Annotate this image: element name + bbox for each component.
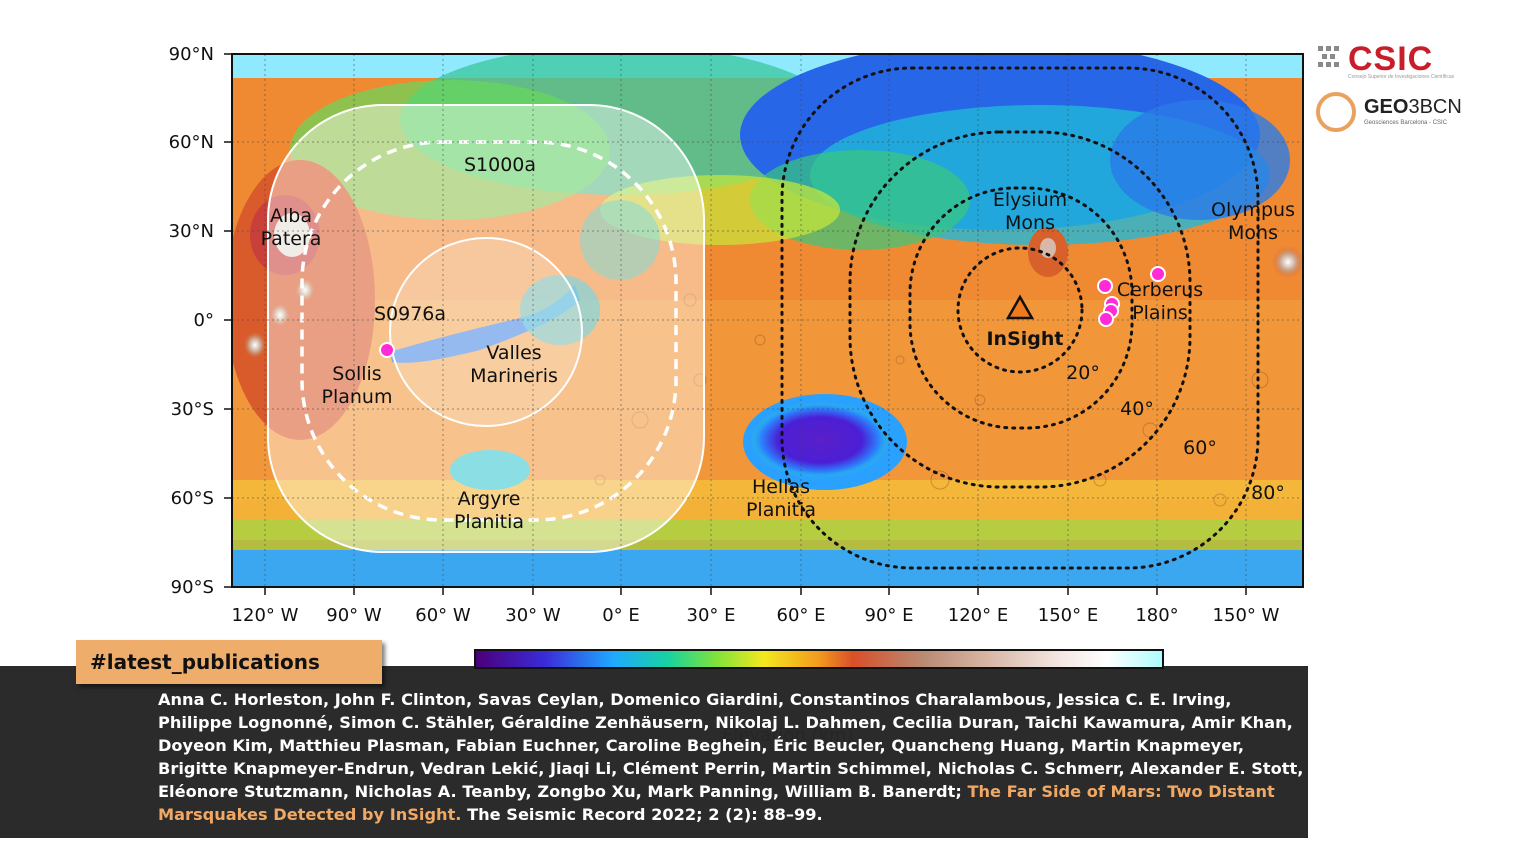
citation-authors: Anna C. Horleston, John F. Clinton, Sava… <box>158 690 1304 801</box>
distance-contour-label: 80° <box>1251 482 1285 504</box>
feature-label-olympus: Olympus Mons <box>1211 199 1295 244</box>
lon-tick-label: 60° W <box>415 605 471 626</box>
marsquake-markers <box>379 266 1166 358</box>
lat-tick-label: 60°N <box>169 132 214 153</box>
feature-label-s0976a: S0976a <box>374 303 446 325</box>
marsquake-marker <box>379 342 395 358</box>
lat-tick-label: 90°S <box>171 577 214 598</box>
lon-tick-label: 0° E <box>602 605 640 626</box>
marsquake-marker <box>1150 266 1166 282</box>
marsquake-marker <box>1097 278 1113 294</box>
hashtag-text: #latest_publications <box>90 650 320 674</box>
lat-tick-label: 90°N <box>169 44 214 65</box>
lon-tick-label: 120° W <box>232 605 299 626</box>
longitude-axis: 120° W 90° W 60° W 30° W 0° E 30° E 60° E 90° E… <box>232 587 1280 626</box>
insight-lander-marker <box>1005 294 1035 320</box>
lon-tick-label: 90° W <box>326 605 382 626</box>
lon-tick-label: 150° E <box>1038 605 1098 626</box>
distance-contour-label: 40° <box>1120 398 1154 420</box>
lat-tick-label: 30°S <box>171 399 214 420</box>
lon-tick-label: 60° E <box>777 605 826 626</box>
latitude-axis: 90°N 60°N 30°N 0° 30°S 60°S 90°S <box>169 44 232 598</box>
feature-label-sollis: Sollis Planum <box>322 363 393 408</box>
feature-label-argyre: Argyre Planitia <box>454 488 524 533</box>
citation-title-link[interactable]: The Far Side of Mars: Two Distant Marsqu… <box>158 782 1275 824</box>
csic-emblem-icon <box>1318 46 1339 67</box>
geo3bcn-logo: GEO3BCN Geosciences Barcelona - CSIC <box>1316 92 1486 136</box>
colorbar-label: Elevation (km) <box>722 725 854 746</box>
lat-tick-label: 60°S <box>171 488 214 509</box>
lat-tick-label: 0° <box>194 310 214 331</box>
geo3bcn-wordmark: GEO3BCN <box>1364 96 1462 118</box>
geo3bcn-emblem-icon <box>1316 92 1356 132</box>
hashtag-badge: #latest_publications <box>76 640 382 684</box>
feature-label-hellas: Hellas Planitia <box>746 476 816 521</box>
citation-panel <box>0 666 1308 838</box>
lon-tick-label: 30° W <box>505 605 561 626</box>
distance-contour-label: 20° <box>1066 362 1100 384</box>
distance-contour-label: 60° <box>1183 437 1217 459</box>
lon-tick-label: 90° E <box>865 605 914 626</box>
csic-subtitle: Consejo Superior de Investigaciones Cien… <box>1348 74 1455 80</box>
feature-label-s1000a: S1000a <box>464 154 536 176</box>
lon-tick-label: 180° <box>1135 605 1178 626</box>
feature-label-insight: InSight <box>986 328 1063 350</box>
feature-label-cerberus: Cerberus Plains <box>1117 279 1203 324</box>
citation-journal: The Seismic Record 2022; 2 (2): 88–99. <box>467 805 823 824</box>
lon-tick-label: 120° E <box>948 605 1008 626</box>
marsquake-marker <box>1098 311 1114 327</box>
csic-logo: CSIC Consejo Superior de Investigaciones… <box>1316 40 1476 84</box>
elevation-colorbar <box>474 649 1164 669</box>
feature-label-alba: Alba Patera <box>261 205 322 250</box>
lon-tick-label: 150° W <box>1213 605 1280 626</box>
geo3bcn-subtitle: Geosciences Barcelona - CSIC <box>1364 120 1448 126</box>
topography-layer <box>232 54 1303 587</box>
feature-label-elysium: Elysium Mons <box>993 189 1067 234</box>
lat-tick-label: 30°N <box>169 221 214 242</box>
citation-text: Anna C. Horleston, John F. Clinton, Sava… <box>158 688 1308 826</box>
feature-label-valles: Valles Marineris <box>470 342 558 387</box>
csic-wordmark: CSIC <box>1348 40 1434 78</box>
lon-tick-label: 30° E <box>687 605 736 626</box>
